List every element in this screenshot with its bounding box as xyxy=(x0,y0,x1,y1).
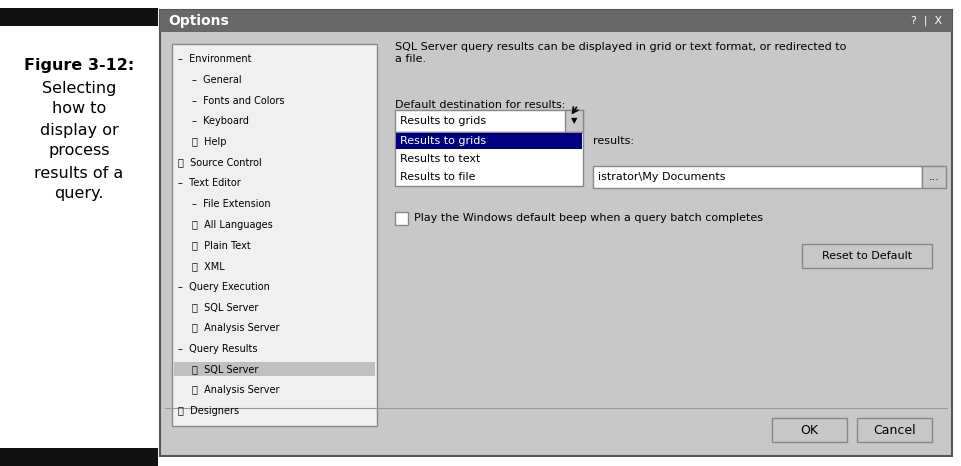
Bar xyxy=(856,418,931,442)
Text: –  File Extension: – File Extension xyxy=(192,199,270,209)
Bar xyxy=(395,132,582,186)
Bar xyxy=(921,166,945,188)
Text: query.: query. xyxy=(54,186,104,201)
Text: ➕  Designers: ➕ Designers xyxy=(178,406,239,416)
Bar xyxy=(801,244,931,268)
Bar xyxy=(172,44,377,426)
Text: ➕  SQL Server: ➕ SQL Server xyxy=(192,302,259,312)
Text: Results to grids: Results to grids xyxy=(400,136,485,146)
Text: process: process xyxy=(48,143,110,158)
Text: Play the Windows default beep when a query batch completes: Play the Windows default beep when a que… xyxy=(413,213,762,223)
Text: –  Environment: – Environment xyxy=(178,55,251,64)
Text: results of a: results of a xyxy=(35,166,124,181)
Text: ?  |  X: ? | X xyxy=(910,16,941,26)
Text: ➕  Analysis Server: ➕ Analysis Server xyxy=(192,323,280,333)
Text: display or: display or xyxy=(39,123,118,138)
Text: –  Fonts and Colors: – Fonts and Colors xyxy=(192,96,284,106)
Text: Cancel: Cancel xyxy=(873,424,915,437)
Text: Default destination for results:: Default destination for results: xyxy=(395,100,565,110)
Bar xyxy=(395,212,407,225)
Bar xyxy=(564,110,582,132)
Bar xyxy=(592,166,921,188)
Text: ➕  Source Control: ➕ Source Control xyxy=(178,158,261,168)
Text: Results to text: Results to text xyxy=(400,154,480,164)
Bar xyxy=(0,448,158,466)
Bar xyxy=(395,110,582,132)
Text: ➕  Help: ➕ Help xyxy=(192,137,226,147)
Bar xyxy=(0,8,158,26)
Text: Figure 3-12:: Figure 3-12: xyxy=(24,58,134,73)
Bar xyxy=(396,133,581,149)
Text: ➕  All Languages: ➕ All Languages xyxy=(192,219,273,230)
Text: Results to file: Results to file xyxy=(400,172,475,182)
Text: SQL Server query results can be displayed in grid or text format, or redirected : SQL Server query results can be displaye… xyxy=(395,42,846,63)
Text: –  General: – General xyxy=(192,75,241,85)
Text: how to: how to xyxy=(52,101,106,116)
Text: ➕  Plain Text: ➕ Plain Text xyxy=(192,240,251,250)
Text: Reset to Default: Reset to Default xyxy=(821,251,911,261)
Text: Options: Options xyxy=(168,14,229,28)
Bar xyxy=(160,10,951,32)
Text: ▼: ▼ xyxy=(570,116,577,125)
Text: –  Keyboard: – Keyboard xyxy=(192,116,249,126)
Text: ➕  XML: ➕ XML xyxy=(192,261,225,271)
Text: –  Query Execution: – Query Execution xyxy=(178,281,270,292)
Text: –  Query Results: – Query Results xyxy=(178,343,258,354)
Bar xyxy=(160,10,951,456)
Text: Selecting: Selecting xyxy=(41,81,116,96)
Text: ➕  Analysis Server: ➕ Analysis Server xyxy=(192,385,280,395)
Bar xyxy=(771,418,846,442)
Text: results:: results: xyxy=(592,136,633,146)
Text: Results to grids: Results to grids xyxy=(400,116,485,126)
Text: OK: OK xyxy=(800,424,818,437)
Text: istrator\My Documents: istrator\My Documents xyxy=(598,172,725,182)
Text: ➕  SQL Server: ➕ SQL Server xyxy=(192,364,259,374)
Bar xyxy=(174,363,375,377)
Text: ...: ... xyxy=(927,172,939,182)
Text: –  Text Editor: – Text Editor xyxy=(178,178,240,188)
